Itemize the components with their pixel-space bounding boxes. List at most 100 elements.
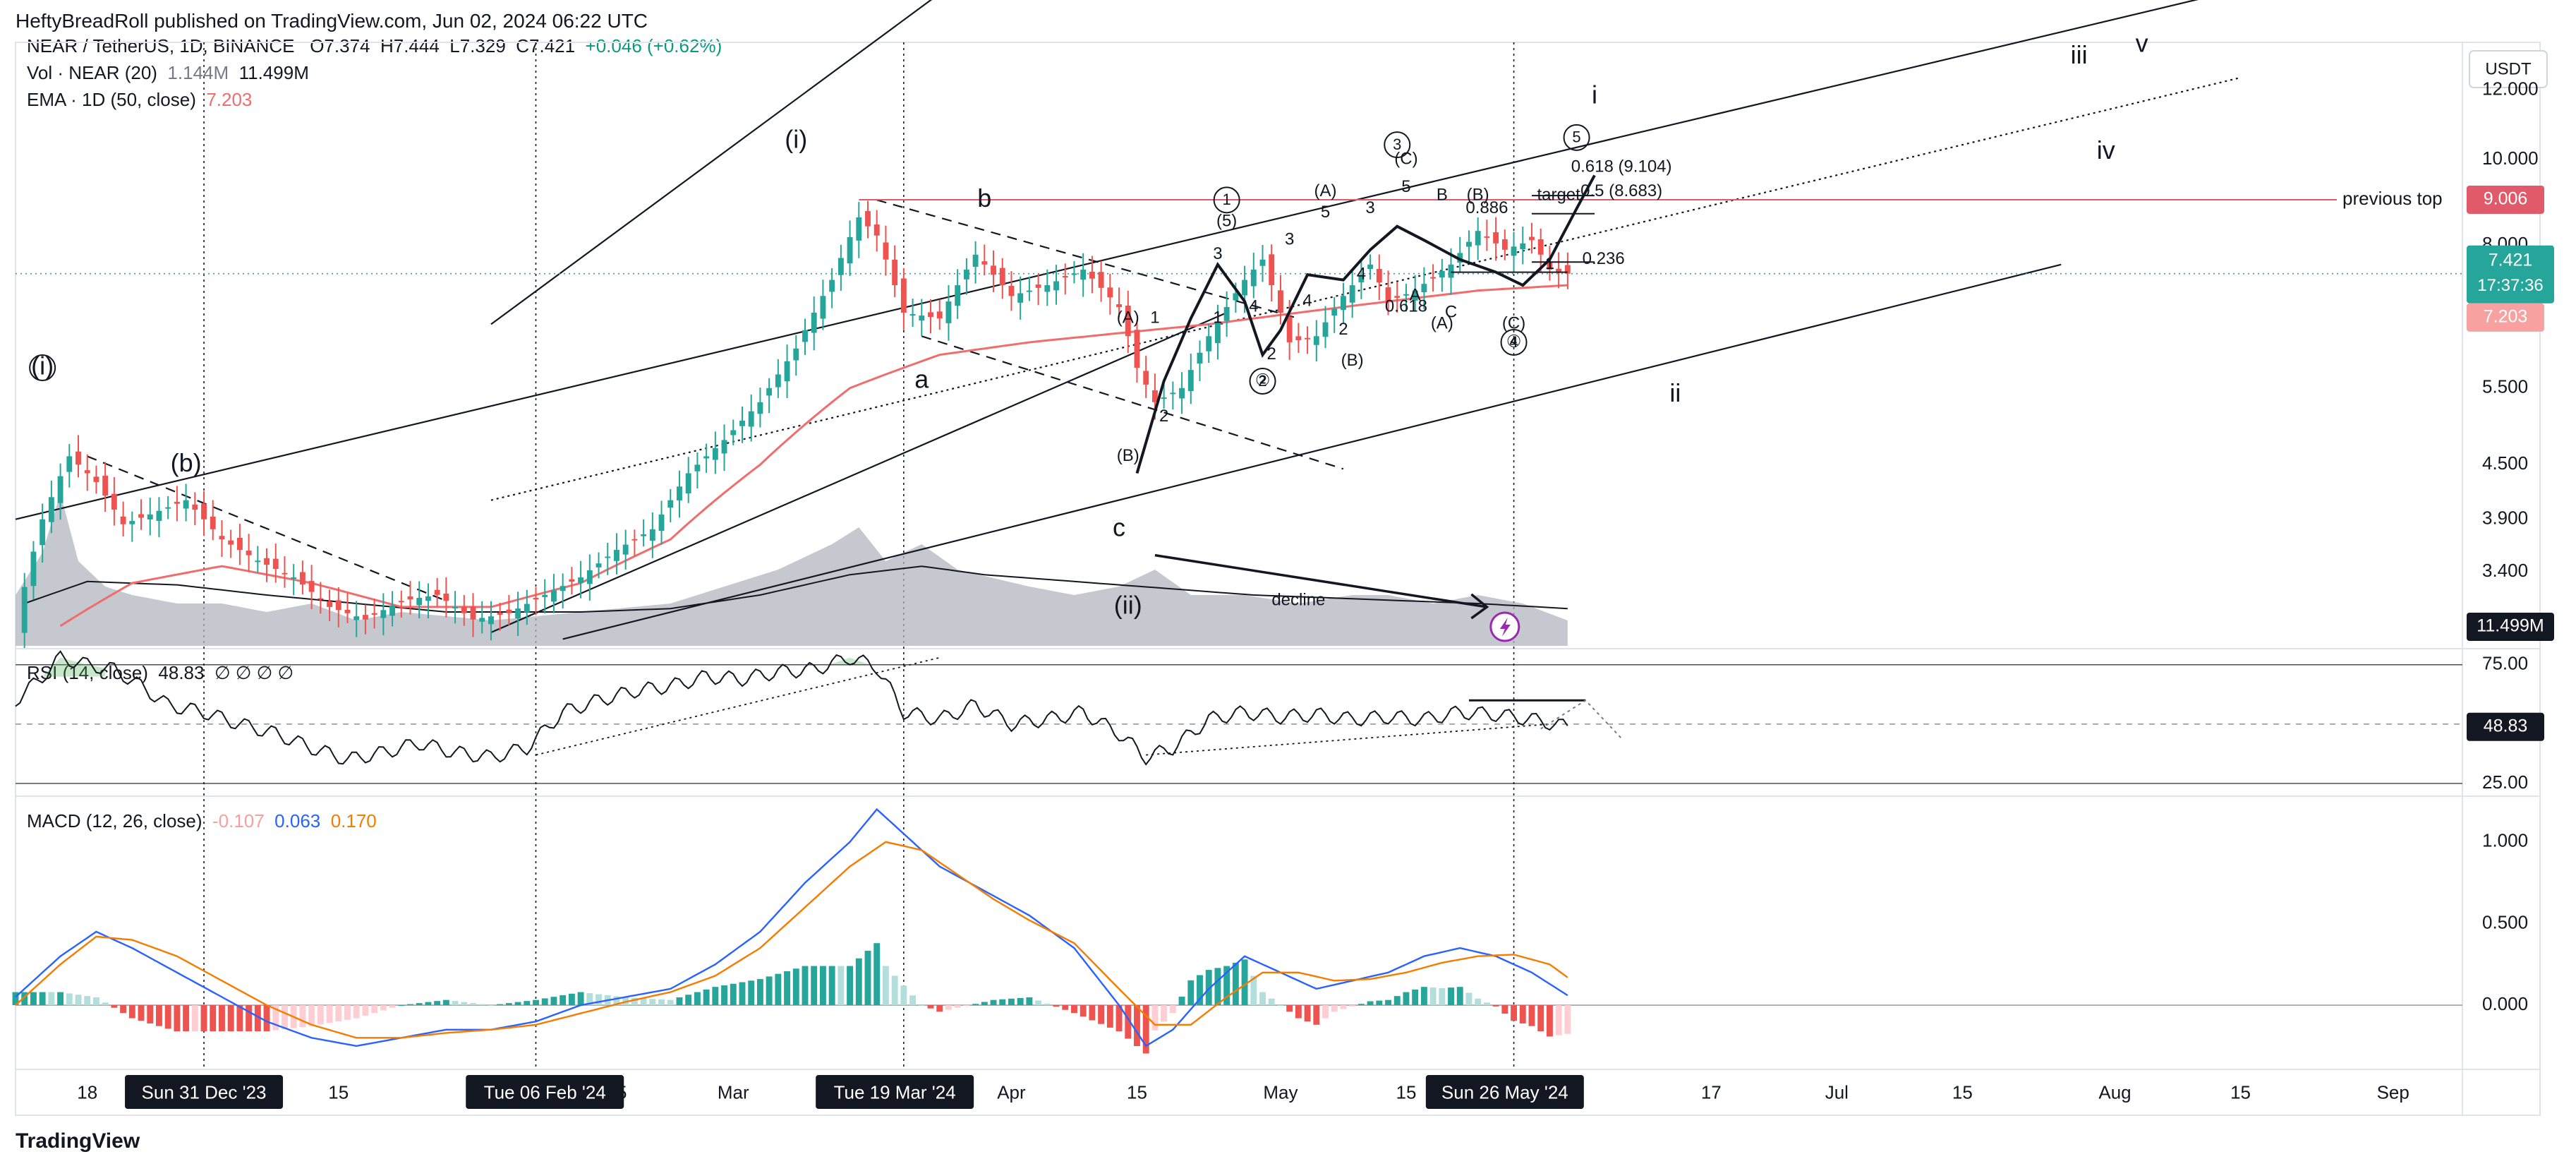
- candle: [1394, 282, 1401, 313]
- highlighted-date-label: Sun 31 Dec '23: [142, 1081, 267, 1103]
- candle: [371, 599, 377, 629]
- candle-body: [165, 507, 171, 509]
- macd-histogram-bar: [210, 1005, 217, 1032]
- candle: [318, 582, 324, 614]
- circled-wave-label: 1: [1223, 191, 1231, 208]
- candle-body: [1170, 392, 1176, 395]
- macd-histogram-bar: [1313, 1005, 1320, 1025]
- candle: [308, 565, 315, 609]
- candle: [883, 225, 889, 276]
- candle: [407, 581, 413, 615]
- macd-histogram-bar: [442, 999, 449, 1006]
- rsi-tick-label: 75.00: [2482, 653, 2528, 674]
- legend-open: O7.374: [310, 35, 370, 56]
- wave-label: 1: [1213, 308, 1222, 327]
- wave-label: i: [1592, 80, 1597, 109]
- last-price-text: 7.421: [2489, 250, 2533, 270]
- candle: [1466, 230, 1472, 264]
- macd-histogram-bar: [128, 1005, 135, 1019]
- candle-body: [1358, 275, 1365, 283]
- macd-histogram-bar: [756, 979, 763, 1006]
- candle: [192, 492, 198, 526]
- candle: [443, 577, 449, 618]
- candle-body: [353, 616, 360, 620]
- candle: [299, 560, 306, 595]
- macd-histogram-bar: [560, 995, 567, 1006]
- candle: [48, 480, 54, 534]
- macd-histogram-bar: [1035, 1000, 1042, 1006]
- candle-body: [318, 598, 324, 600]
- candle: [255, 546, 261, 573]
- wave-label: 2: [1338, 320, 1348, 339]
- candle-body: [255, 560, 261, 563]
- volume-ma-line: [24, 565, 1568, 613]
- macd-histogram-bar: [1465, 992, 1473, 1006]
- rsi-label[interactable]: RSI (14, close): [27, 662, 148, 683]
- candle-body: [1313, 336, 1319, 345]
- candle-body: [1062, 276, 1068, 278]
- channel-mid-dotted-line: [490, 76, 2241, 501]
- candle: [246, 534, 252, 572]
- wave-label: C: [1445, 302, 1457, 321]
- b-wave-dashed-line: [87, 455, 447, 602]
- candle-body: [362, 615, 368, 620]
- candle-body: [1161, 397, 1167, 400]
- macd-label[interactable]: MACD (12, 26, close): [27, 810, 202, 831]
- wave-label: 4: [1249, 296, 1258, 316]
- circled-wave-marker: [1213, 186, 1240, 214]
- candle-body: [1187, 370, 1194, 392]
- rsi-line: [15, 650, 1568, 766]
- candle: [649, 512, 655, 558]
- macd-histogram-bar: [1161, 1005, 1168, 1022]
- macd-histogram-bar: [111, 1005, 118, 1008]
- macd-histogram-bar: [1008, 998, 1015, 1006]
- candle: [1098, 260, 1104, 302]
- candle: [775, 359, 781, 398]
- candle-body: [407, 596, 413, 600]
- macd-histogram-bar: [1214, 968, 1221, 1006]
- macd-histogram-bar: [1367, 1001, 1374, 1006]
- candle: [1403, 284, 1409, 312]
- wave-label: c: [1113, 512, 1125, 541]
- wave-label: a: [914, 365, 929, 394]
- candle: [1493, 217, 1499, 261]
- candle: [1269, 244, 1275, 301]
- macd-histogram-bar: [200, 1005, 207, 1032]
- rsi-legend: RSI (14, close) 48.83 ∅ ∅ ∅ ∅: [27, 662, 294, 684]
- candle: [1116, 287, 1122, 318]
- macd-histogram-bar: [335, 1005, 342, 1022]
- macd-histogram-bar: [748, 980, 755, 1006]
- candle: [1259, 245, 1266, 282]
- wave-label: 1: [1150, 308, 1159, 327]
- candle-body: [66, 456, 73, 472]
- candle: [955, 269, 961, 319]
- candle-body: [1466, 241, 1472, 247]
- macd-histogram-bar: [138, 1005, 145, 1021]
- candle: [1053, 265, 1059, 305]
- candle-body: [452, 606, 459, 608]
- macd-histogram-bar: [12, 992, 19, 1006]
- macd-histogram-bar: [1268, 998, 1275, 1006]
- candle: [802, 318, 808, 355]
- macd-histogram-bar: [272, 1005, 279, 1031]
- candle-body: [856, 217, 862, 241]
- circled-wave-label: 3: [1393, 136, 1401, 153]
- macd-tick-label: 0.000: [2482, 993, 2528, 1014]
- candle-body: [1537, 239, 1544, 255]
- decline-arrow: [1154, 553, 1487, 608]
- wave-label: 0.236: [1583, 249, 1625, 268]
- wave-label: 3: [1213, 244, 1222, 263]
- symbol-title[interactable]: NEAR / TetherUS, 1D, BINANCE: [27, 35, 295, 56]
- candle-body: [1017, 293, 1024, 303]
- candle: [999, 258, 1005, 299]
- macd-histogram-bar: [156, 1005, 162, 1026]
- candle: [398, 590, 404, 618]
- ema-label[interactable]: EMA · 1D (50, close): [27, 89, 196, 110]
- candle: [766, 378, 773, 414]
- macd-histogram-bar: [505, 1003, 512, 1006]
- candle: [389, 591, 396, 627]
- macd-histogram-bar: [945, 1005, 952, 1010]
- macd-histogram-bar: [640, 998, 647, 1006]
- volume-label[interactable]: Vol · NEAR (20): [27, 62, 157, 83]
